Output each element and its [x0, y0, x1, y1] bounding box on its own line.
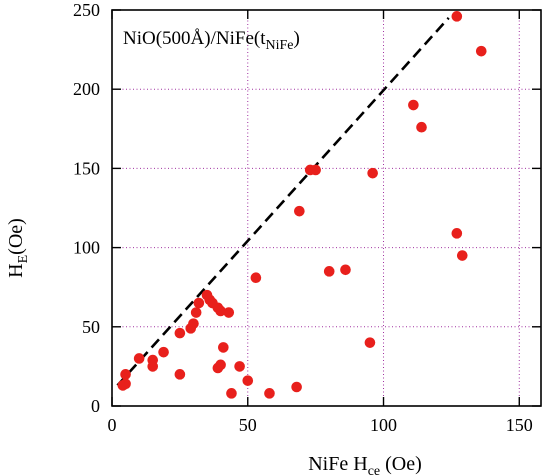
data-point-32 — [340, 264, 351, 276]
y-axis-title-main: H — [5, 263, 27, 277]
data-point-12 — [193, 297, 205, 309]
data-point-18 — [223, 307, 235, 318]
x-tick-label-2: 100 — [370, 415, 397, 435]
data-point-21 — [218, 342, 229, 353]
y-axis-title-subscript: E — [16, 255, 31, 264]
data-point-37 — [451, 228, 463, 239]
data-point-28 — [294, 205, 305, 217]
reference-line-group — [116, 17, 450, 387]
data-point-30 — [310, 164, 321, 176]
annotation-text: NiO(500Å)/NiFe(tNiFe) — [123, 28, 300, 53]
data-point-26 — [264, 388, 275, 399]
x-tick-label-0: 0 — [108, 415, 117, 435]
y-tick-label-2: 100 — [73, 238, 100, 258]
reference-line — [116, 17, 450, 387]
y-axis-title-unit: (Oe) — [5, 218, 27, 255]
y-tick-label-5: 250 — [73, 0, 100, 20]
annotation-suffix: ) — [293, 28, 299, 49]
x-tick-label-3: 150 — [506, 415, 533, 435]
axis-ticks: 0 50 100 150 0 50 100 150 200 250 — [73, 0, 541, 435]
annotation-label: NiO(500Å)/NiFe(tNiFe) — [123, 28, 300, 53]
data-point-8 — [174, 327, 186, 339]
x-axis-title: NiFe Hce (Oe) — [308, 453, 422, 476]
data-point-38 — [451, 11, 463, 22]
y-axis-title: HE(Oe) — [5, 218, 31, 278]
data-point-34 — [367, 167, 378, 179]
data-point-22 — [226, 388, 237, 399]
x-axis-title-subscript: ce — [368, 464, 380, 476]
data-point-3 — [133, 353, 145, 364]
y-tick-label-3: 150 — [73, 158, 100, 178]
data-point-6 — [158, 346, 169, 358]
x-axis-title-unit: (Oe) — [380, 453, 422, 475]
data-point-24 — [242, 375, 254, 386]
annotation-subscript: NiFe — [265, 38, 293, 53]
data-point-1 — [120, 378, 131, 390]
data-point-27 — [291, 381, 302, 393]
data-point-31 — [323, 266, 335, 277]
data-point-5 — [147, 354, 159, 366]
y-tick-label-0: 0 — [91, 396, 100, 416]
grid-lines — [112, 10, 541, 406]
x-axis-title-main: NiFe H — [308, 453, 367, 475]
data-point-2 — [120, 369, 131, 380]
data-point-40 — [475, 45, 487, 57]
data-point-23 — [234, 361, 245, 372]
data-point-36 — [416, 121, 427, 133]
plot-frame — [111, 9, 542, 407]
annotation-prefix: NiO(500Å)/NiFe(t — [123, 28, 266, 49]
data-point-20 — [215, 359, 226, 371]
data-point-33 — [364, 337, 376, 348]
data-point-39 — [456, 250, 468, 261]
data-point-25 — [250, 272, 262, 283]
y-tick-label-1: 50 — [82, 317, 100, 337]
data-point-11 — [190, 307, 202, 318]
y-tick-label-4: 200 — [73, 79, 100, 99]
data-point-7 — [174, 369, 186, 380]
data-points — [117, 11, 487, 399]
data-point-10 — [188, 318, 199, 329]
data-point-35 — [408, 99, 419, 111]
x-tick-label-1: 50 — [239, 415, 257, 435]
data-point-17 — [215, 305, 226, 317]
